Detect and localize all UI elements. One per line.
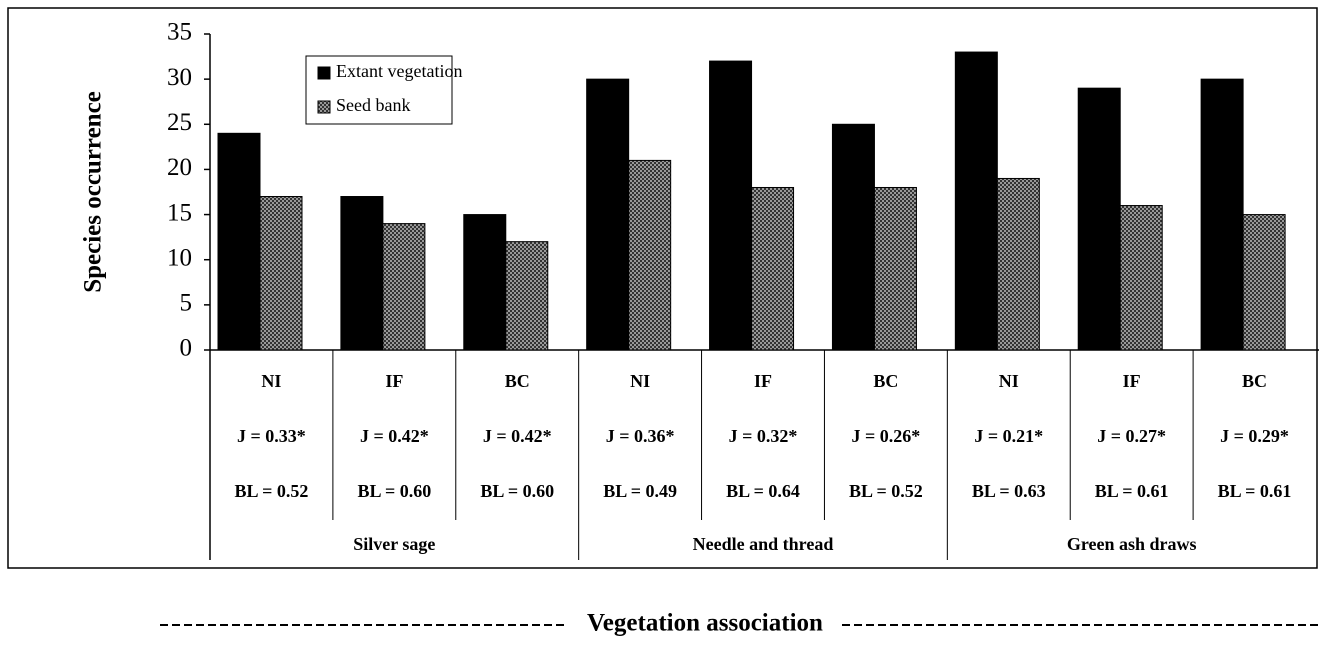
group-label: Needle and thread xyxy=(693,534,834,554)
legend-label: Extant vegetation xyxy=(336,61,462,81)
x-axis-title: Vegetation association xyxy=(587,610,823,637)
j-label: J = 0.36* xyxy=(606,426,675,446)
chart-frame xyxy=(7,7,1318,569)
bar xyxy=(505,241,549,351)
legend-swatch xyxy=(317,66,331,80)
bar xyxy=(831,123,875,351)
j-label: J = 0.42* xyxy=(360,426,429,446)
x-tick-label: NI xyxy=(630,371,650,391)
bl-label: BL = 0.63 xyxy=(972,481,1046,501)
y-tick-label: 25 xyxy=(167,109,192,136)
x-tick-label: BC xyxy=(505,371,530,391)
x-tick-label: NI xyxy=(999,371,1019,391)
j-label: J = 0.29* xyxy=(1220,426,1289,446)
bar xyxy=(628,159,672,351)
j-label: J = 0.26* xyxy=(852,426,921,446)
legend-swatch xyxy=(317,100,331,114)
j-label: J = 0.33* xyxy=(237,426,306,446)
j-label: J = 0.21* xyxy=(974,426,1043,446)
y-tick-label: 10 xyxy=(167,244,192,271)
bar xyxy=(709,60,753,351)
bl-label: BL = 0.49 xyxy=(603,481,677,501)
bl-label: BL = 0.52 xyxy=(235,481,309,501)
bl-label: BL = 0.64 xyxy=(726,481,800,501)
x-tick-label: IF xyxy=(754,371,772,391)
bar xyxy=(259,196,303,351)
bar xyxy=(586,78,630,351)
bar xyxy=(463,214,507,351)
j-label: J = 0.27* xyxy=(1097,426,1166,446)
bar xyxy=(751,186,795,351)
x-tick-label: BC xyxy=(1242,371,1267,391)
y-tick-label: 5 xyxy=(180,290,193,317)
x-tick-label: BC xyxy=(873,371,898,391)
bar xyxy=(1200,78,1244,351)
x-tick-label: IF xyxy=(385,371,403,391)
legend-label: Seed bank xyxy=(336,95,410,115)
bl-label: BL = 0.60 xyxy=(480,481,554,501)
group-label: Green ash draws xyxy=(1067,534,1197,554)
bl-label: BL = 0.61 xyxy=(1218,481,1292,501)
bar xyxy=(1119,205,1163,351)
bar xyxy=(382,223,426,351)
bar xyxy=(340,196,384,351)
bl-label: BL = 0.61 xyxy=(1095,481,1169,501)
bl-label: BL = 0.52 xyxy=(849,481,923,501)
y-axis-title: Species occurrence xyxy=(80,91,107,293)
x-tick-label: IF xyxy=(1123,371,1141,391)
bar xyxy=(1077,87,1121,351)
y-tick-label: 15 xyxy=(167,199,192,226)
y-tick-label: 20 xyxy=(167,154,192,181)
y-tick-label: 35 xyxy=(167,19,192,46)
j-label: J = 0.42* xyxy=(483,426,552,446)
y-tick-label: 0 xyxy=(180,335,193,362)
x-tick-label: NI xyxy=(261,371,281,391)
bar xyxy=(873,186,917,351)
j-label: J = 0.32* xyxy=(729,426,798,446)
bar xyxy=(1242,214,1286,351)
bl-label: BL = 0.60 xyxy=(357,481,431,501)
bar xyxy=(217,132,261,351)
bar xyxy=(954,51,998,351)
group-label: Silver sage xyxy=(353,534,435,554)
bar xyxy=(996,177,1040,351)
y-tick-label: 30 xyxy=(167,64,192,91)
